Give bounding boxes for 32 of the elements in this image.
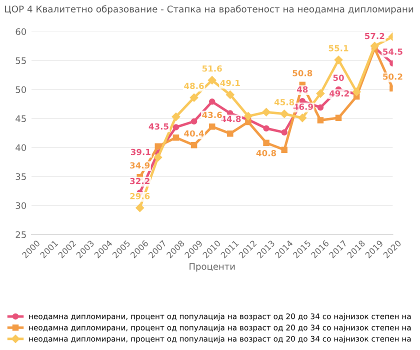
y-tick-label: 60 (16, 28, 26, 36)
data-label: 48 (296, 86, 308, 93)
data-label: 54.5 (383, 48, 402, 55)
data-label: 46.9 (293, 104, 313, 110)
data-label: 51.6 (202, 65, 222, 72)
x-axis-title: Проценти (190, 263, 235, 272)
data-label: 48.6 (184, 82, 204, 90)
data-label: 50 (333, 74, 344, 81)
y-tick-label: 40 (16, 144, 26, 152)
y-tick-label: 55 (16, 57, 26, 64)
data-label: 29.6 (130, 192, 150, 200)
data-label: 39.1 (130, 148, 150, 156)
data-label: 49.2 (329, 90, 349, 97)
data-label: 40.4 (184, 130, 204, 137)
data-label: 50.2 (383, 73, 402, 80)
y-tick-label: 35 (16, 173, 26, 180)
y-tick-label: 45 (16, 115, 26, 122)
chart-title: ЦОР 4 Квалитетно образование - Стапка на вработеност на неодамна дипломирани (5, 5, 414, 14)
data-label: 50.8 (292, 70, 312, 76)
data-label: 40.8 (256, 150, 276, 156)
y-tick-label: 25 (16, 231, 26, 238)
data-label: 34.9 (130, 162, 150, 169)
data-label: 44.8 (221, 116, 241, 122)
data-label: 43.6 (202, 112, 222, 118)
data-label: 45.8 (274, 99, 294, 106)
data-label: 43.5 (148, 123, 168, 130)
data-label: 32.2 (130, 178, 150, 184)
y-tick-label: 30 (16, 202, 26, 210)
y-tick-label: 50 (16, 86, 26, 94)
data-label: 49.1 (220, 80, 240, 86)
data-label: 57.2 (365, 32, 384, 40)
data-label: 55.1 (328, 45, 348, 52)
